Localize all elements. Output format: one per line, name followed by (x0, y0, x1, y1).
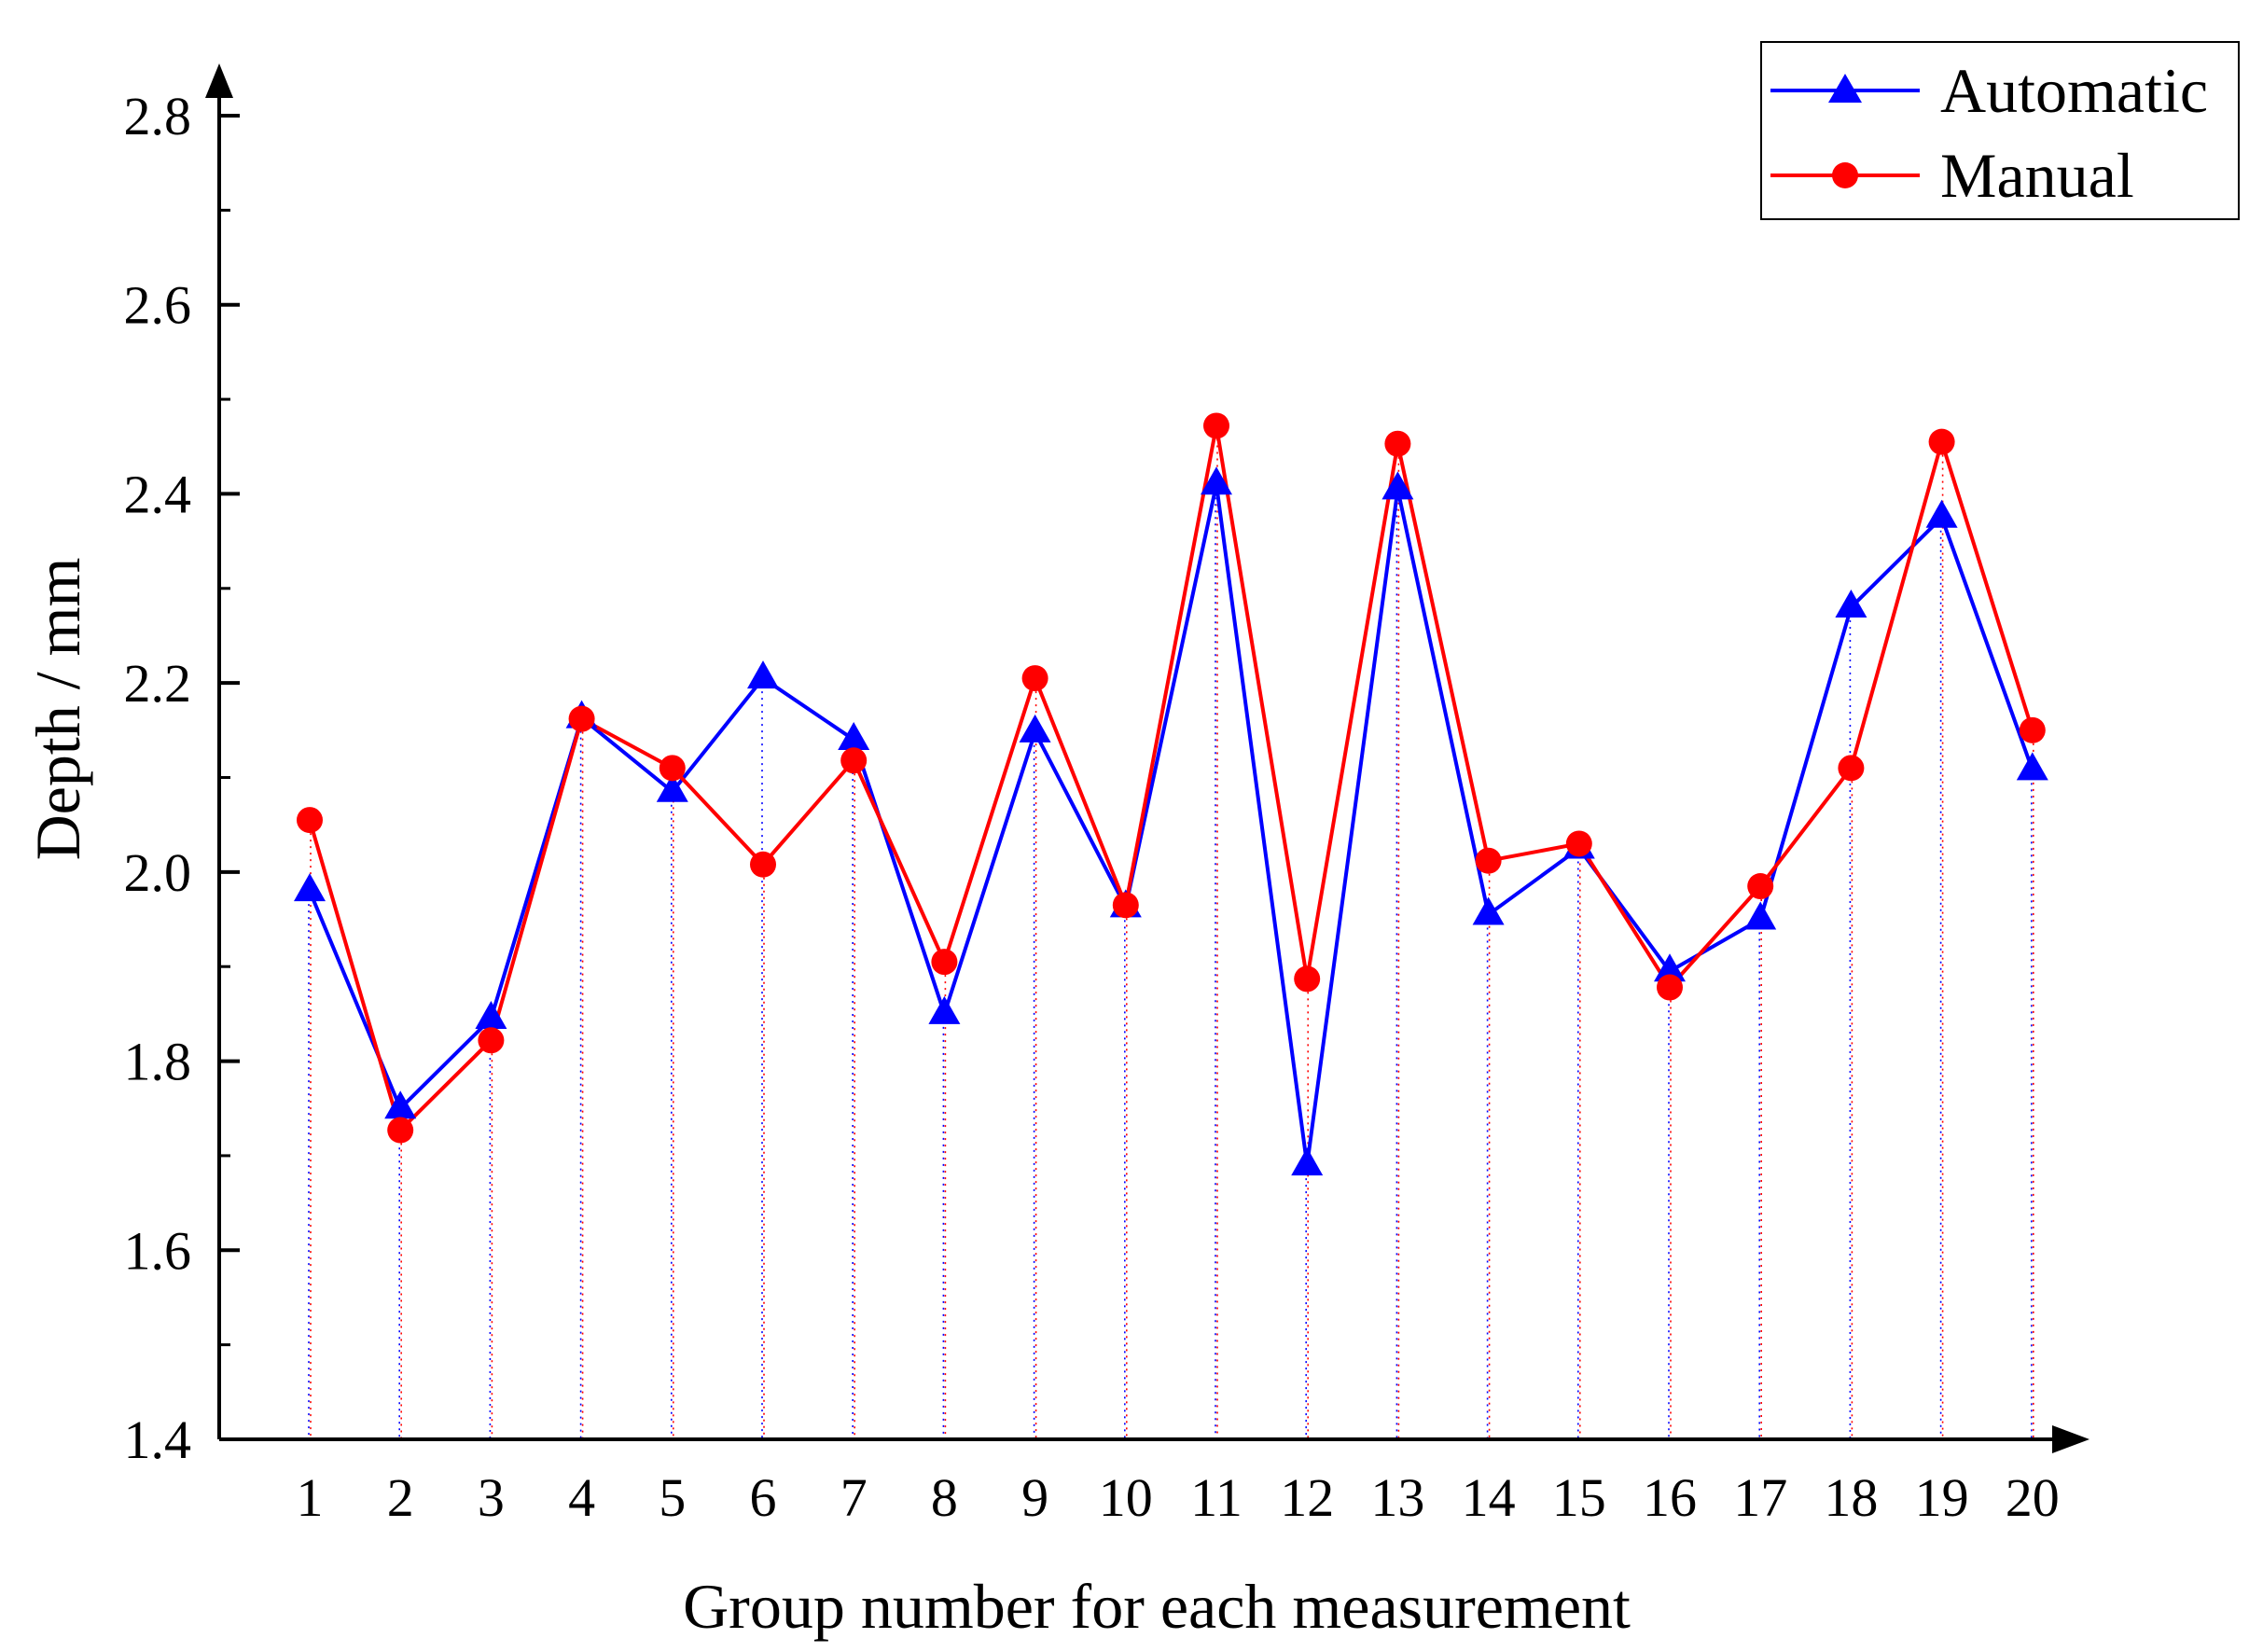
x-ticks: 1 2 3 4 5 6 7 8 9 10 11 12 13 14 15 16 17 18 19 20 (297, 1467, 2060, 1528)
drop-lines (308, 425, 2034, 1437)
y-tick-label: 2.4 (124, 464, 192, 524)
x-tick-label: 19 (1915, 1467, 1969, 1528)
x-tick-label: 8 (931, 1467, 958, 1528)
x-tick-label: 7 (840, 1467, 868, 1528)
data-point-manual (297, 807, 323, 834)
x-tick-label: 4 (568, 1467, 595, 1528)
data-point-automatic (475, 1000, 507, 1029)
x-tick-label: 12 (1280, 1467, 1334, 1528)
data-point-manual (1475, 847, 1502, 874)
data-point-automatic (1472, 896, 1505, 925)
data-point-automatic (656, 773, 688, 802)
x-tick-label: 20 (2006, 1467, 2060, 1528)
x-tick-label: 18 (1824, 1467, 1878, 1528)
legend-automatic-label: Automatic (1940, 55, 2208, 126)
x-tick-label: 5 (659, 1467, 686, 1528)
data-point-automatic (1019, 714, 1051, 743)
x-tick-label: 11 (1190, 1467, 1243, 1528)
x-axis-title: Group number for each measurement (683, 1571, 1631, 1642)
data-point-manual (2019, 716, 2046, 743)
data-point-manual (1021, 665, 1048, 692)
data-point-manual (1112, 892, 1139, 919)
y-tick-label: 1.8 (124, 1032, 192, 1092)
data-point-manual (1928, 428, 1955, 455)
x-tick-label: 2 (387, 1467, 414, 1528)
data-point-automatic (1201, 466, 1232, 495)
y-axis-arrow (205, 63, 233, 98)
data-point-automatic (2016, 752, 2048, 781)
data-point-manual (387, 1117, 414, 1144)
x-axis-arrow (2052, 1425, 2089, 1453)
legend-manual-label: Manual (1940, 140, 2134, 211)
data-point-manual (1565, 830, 1592, 857)
x-tick-label: 15 (1552, 1467, 1606, 1528)
legend-manual-marker (1832, 162, 1858, 188)
x-tick-label: 17 (1733, 1467, 1787, 1528)
data-point-manual (931, 949, 958, 976)
x-tick-label: 6 (750, 1467, 777, 1528)
data-point-automatic (928, 995, 961, 1024)
data-point-manual (659, 755, 686, 782)
legend: Automatic Manual (1760, 41, 2240, 220)
data-point-automatic (1835, 590, 1867, 618)
y-tick-label: 1.6 (124, 1220, 192, 1281)
series-layer (294, 412, 2048, 1176)
data-point-automatic (384, 1090, 417, 1119)
data-point-manual (1294, 965, 1321, 993)
data-point-manual (1203, 412, 1229, 439)
data-point-manual (1384, 430, 1411, 457)
data-point-automatic (1654, 953, 1686, 982)
data-point-automatic (838, 721, 870, 750)
data-point-automatic (1381, 471, 1414, 500)
data-point-automatic (1744, 901, 1777, 930)
data-point-automatic (1925, 499, 1958, 528)
data-point-manual (1838, 755, 1865, 782)
x-tick-label: 9 (1021, 1467, 1048, 1528)
series-line-automatic (308, 483, 2034, 1166)
x-tick-label: 3 (478, 1467, 505, 1528)
legend-box (1760, 41, 2240, 220)
y-tick-label: 2.0 (124, 842, 192, 903)
data-point-manual (1657, 974, 1683, 1001)
data-point-automatic (1291, 1147, 1324, 1176)
x-tick-label: 13 (1370, 1467, 1424, 1528)
x-tick-label: 16 (1643, 1467, 1697, 1528)
data-point-manual (750, 851, 776, 878)
series-line-manual (308, 425, 2034, 1134)
y-tick-label: 2.6 (124, 275, 192, 336)
y-tick-label: 2.8 (124, 86, 192, 146)
data-point-manual (478, 1027, 505, 1054)
data-point-manual (568, 705, 595, 732)
y-tick-label: 2.2 (124, 653, 192, 714)
data-point-manual (1747, 873, 1774, 900)
y-tick-label: 1.4 (124, 1409, 192, 1470)
data-point-manual (840, 747, 868, 774)
x-tick-label: 14 (1462, 1467, 1516, 1528)
x-tick-label: 10 (1099, 1467, 1153, 1528)
data-point-automatic (294, 873, 326, 902)
data-point-automatic (747, 660, 779, 689)
legend-automatic-marker (1828, 74, 1862, 103)
y-ticks: 1.4 1.6 1.8 2.0 2.2 2.4 2.6 2.8 (124, 86, 240, 1470)
x-tick-label: 1 (297, 1467, 324, 1528)
y-axis-title: Depth / mm (22, 558, 93, 861)
